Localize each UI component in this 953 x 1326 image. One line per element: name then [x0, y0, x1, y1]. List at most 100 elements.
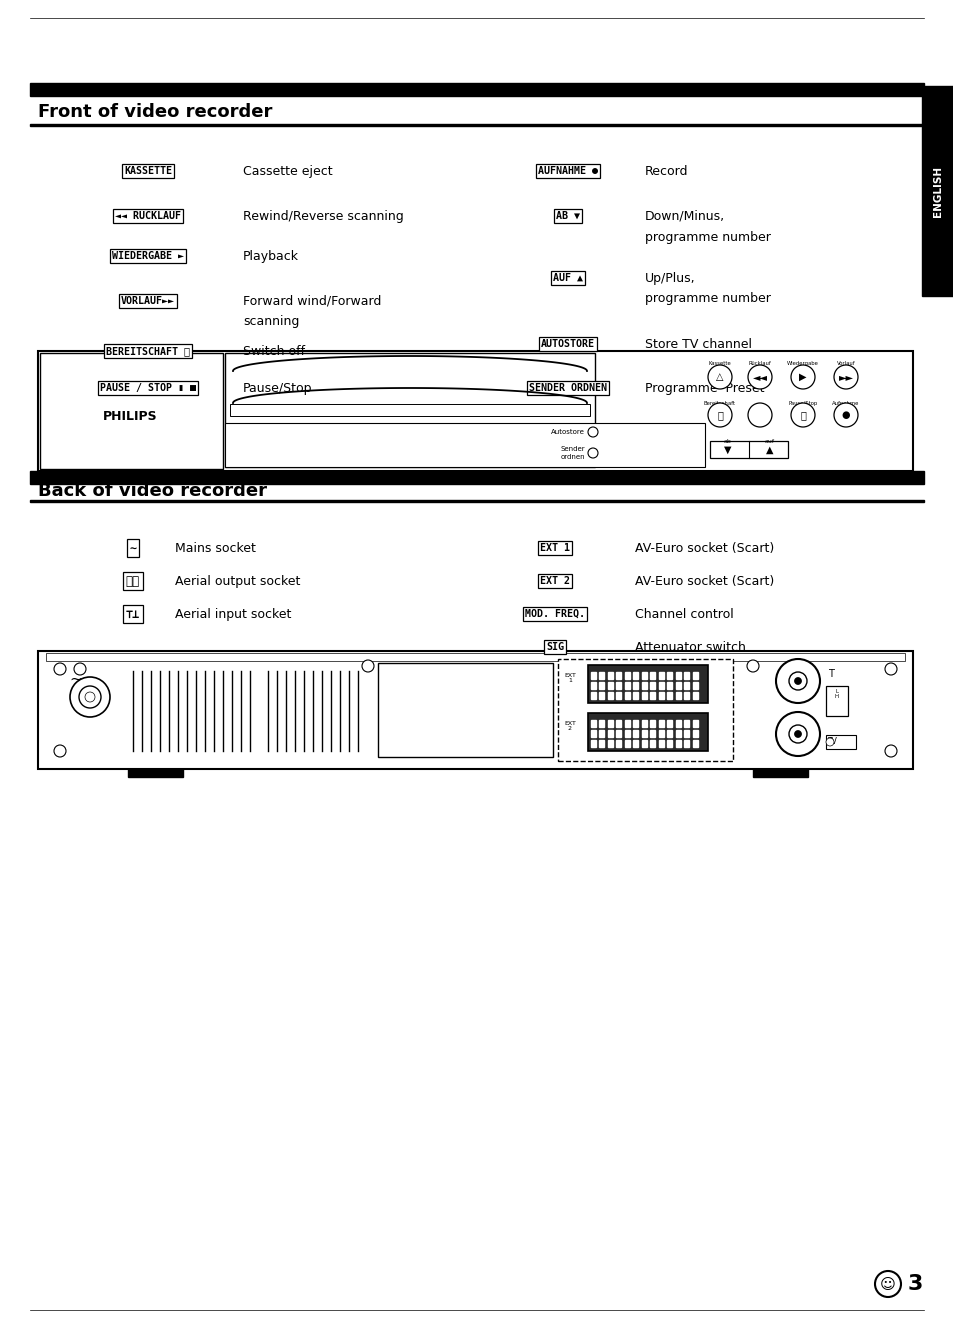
Bar: [667, 720, 672, 727]
Text: Pause/Stop: Pause/Stop: [243, 382, 313, 395]
Text: Cassette eject: Cassette eject: [243, 164, 333, 178]
Text: PAUSE / STOP ▮ ■: PAUSE / STOP ▮ ■: [100, 383, 195, 392]
Bar: [616, 720, 620, 727]
Bar: [30, 471, 923, 484]
Bar: [633, 731, 638, 737]
Text: WIEDERGABE ►: WIEDERGABE ►: [112, 251, 184, 261]
Text: ᴛᴠ: ᴛᴠ: [126, 574, 140, 587]
Bar: [598, 740, 604, 747]
Circle shape: [747, 403, 771, 427]
Text: T: T: [827, 670, 833, 679]
Bar: [607, 720, 613, 727]
Text: PHILIPS: PHILIPS: [103, 410, 157, 423]
Bar: [659, 682, 663, 690]
Bar: [607, 682, 613, 690]
Bar: [624, 731, 629, 737]
Circle shape: [788, 725, 806, 743]
Bar: [590, 692, 596, 699]
Bar: [650, 682, 655, 690]
Circle shape: [74, 663, 86, 675]
Text: SENDER ORDNEN: SENDER ORDNEN: [529, 383, 606, 392]
Bar: [650, 692, 655, 699]
Bar: [624, 692, 629, 699]
Text: ⏻: ⏻: [717, 410, 722, 420]
Circle shape: [790, 403, 814, 427]
Bar: [587, 666, 707, 703]
Bar: [692, 740, 698, 747]
Text: L
H: L H: [834, 688, 839, 699]
Circle shape: [884, 663, 896, 675]
Bar: [684, 682, 689, 690]
Bar: [624, 672, 629, 679]
Text: programme number: programme number: [644, 231, 770, 244]
Circle shape: [775, 659, 820, 703]
Bar: [607, 672, 613, 679]
Bar: [590, 672, 596, 679]
Text: ☺: ☺: [879, 1277, 895, 1292]
Text: MOD. FREQ.: MOD. FREQ.: [524, 609, 584, 619]
Bar: [38, 651, 912, 769]
Text: Back of video recorder: Back of video recorder: [38, 481, 267, 500]
Text: ●: ●: [841, 410, 849, 420]
Bar: [692, 682, 698, 690]
Circle shape: [707, 403, 731, 427]
Text: Front of video recorder: Front of video recorder: [38, 103, 273, 121]
Text: EXT 1: EXT 1: [539, 544, 569, 553]
Bar: [590, 682, 596, 690]
Text: Channel control: Channel control: [635, 607, 733, 621]
Bar: [633, 740, 638, 747]
Text: Pause/Stop: Pause/Stop: [787, 400, 817, 406]
Text: Aerial output socket: Aerial output socket: [174, 574, 300, 587]
Text: Aerial input socket: Aerial input socket: [174, 607, 291, 621]
Text: Aufnahme: Aufnahme: [831, 400, 859, 406]
Bar: [676, 720, 680, 727]
Text: Rewind/Reverse scanning: Rewind/Reverse scanning: [243, 210, 403, 223]
Bar: [607, 740, 613, 747]
Circle shape: [833, 365, 857, 389]
Bar: [616, 692, 620, 699]
Bar: [624, 682, 629, 690]
Bar: [659, 731, 663, 737]
Bar: [598, 731, 604, 737]
Text: Attenuator switch: Attenuator switch: [635, 640, 745, 654]
Circle shape: [833, 403, 857, 427]
Circle shape: [746, 660, 759, 672]
Bar: [641, 731, 646, 737]
Bar: [650, 720, 655, 727]
Text: AUF ▲: AUF ▲: [553, 273, 582, 282]
Bar: [641, 692, 646, 699]
Text: EXT
1: EXT 1: [563, 672, 576, 683]
Bar: [676, 731, 680, 737]
Bar: [624, 740, 629, 747]
Text: ◄◄ RUCKLAUF: ◄◄ RUCKLAUF: [115, 211, 181, 221]
Bar: [667, 682, 672, 690]
Bar: [659, 720, 663, 727]
Bar: [225, 353, 595, 467]
Circle shape: [788, 672, 806, 690]
Text: ◄◄: ◄◄: [752, 373, 767, 382]
Text: Bereitschaft: Bereitschaft: [703, 400, 735, 406]
Text: EXT
2: EXT 2: [563, 720, 576, 732]
Text: AV-Euro socket (Scart): AV-Euro socket (Scart): [635, 574, 774, 587]
Bar: [825, 686, 847, 716]
Text: Vorlauf: Vorlauf: [836, 361, 855, 366]
Circle shape: [70, 678, 110, 717]
Bar: [692, 731, 698, 737]
Text: AB ▼: AB ▼: [556, 211, 579, 221]
Bar: [40, 353, 223, 469]
Bar: [590, 740, 596, 747]
Text: Mains socket: Mains socket: [174, 541, 255, 554]
Bar: [128, 769, 183, 777]
Circle shape: [85, 692, 95, 701]
Text: 3: 3: [906, 1274, 922, 1294]
Bar: [676, 740, 680, 747]
Circle shape: [54, 745, 66, 757]
Text: △: △: [716, 373, 723, 382]
Circle shape: [874, 1272, 900, 1297]
Bar: [921, 86, 953, 296]
Bar: [641, 682, 646, 690]
Bar: [598, 682, 604, 690]
Bar: [684, 692, 689, 699]
Bar: [676, 682, 680, 690]
Bar: [684, 731, 689, 737]
